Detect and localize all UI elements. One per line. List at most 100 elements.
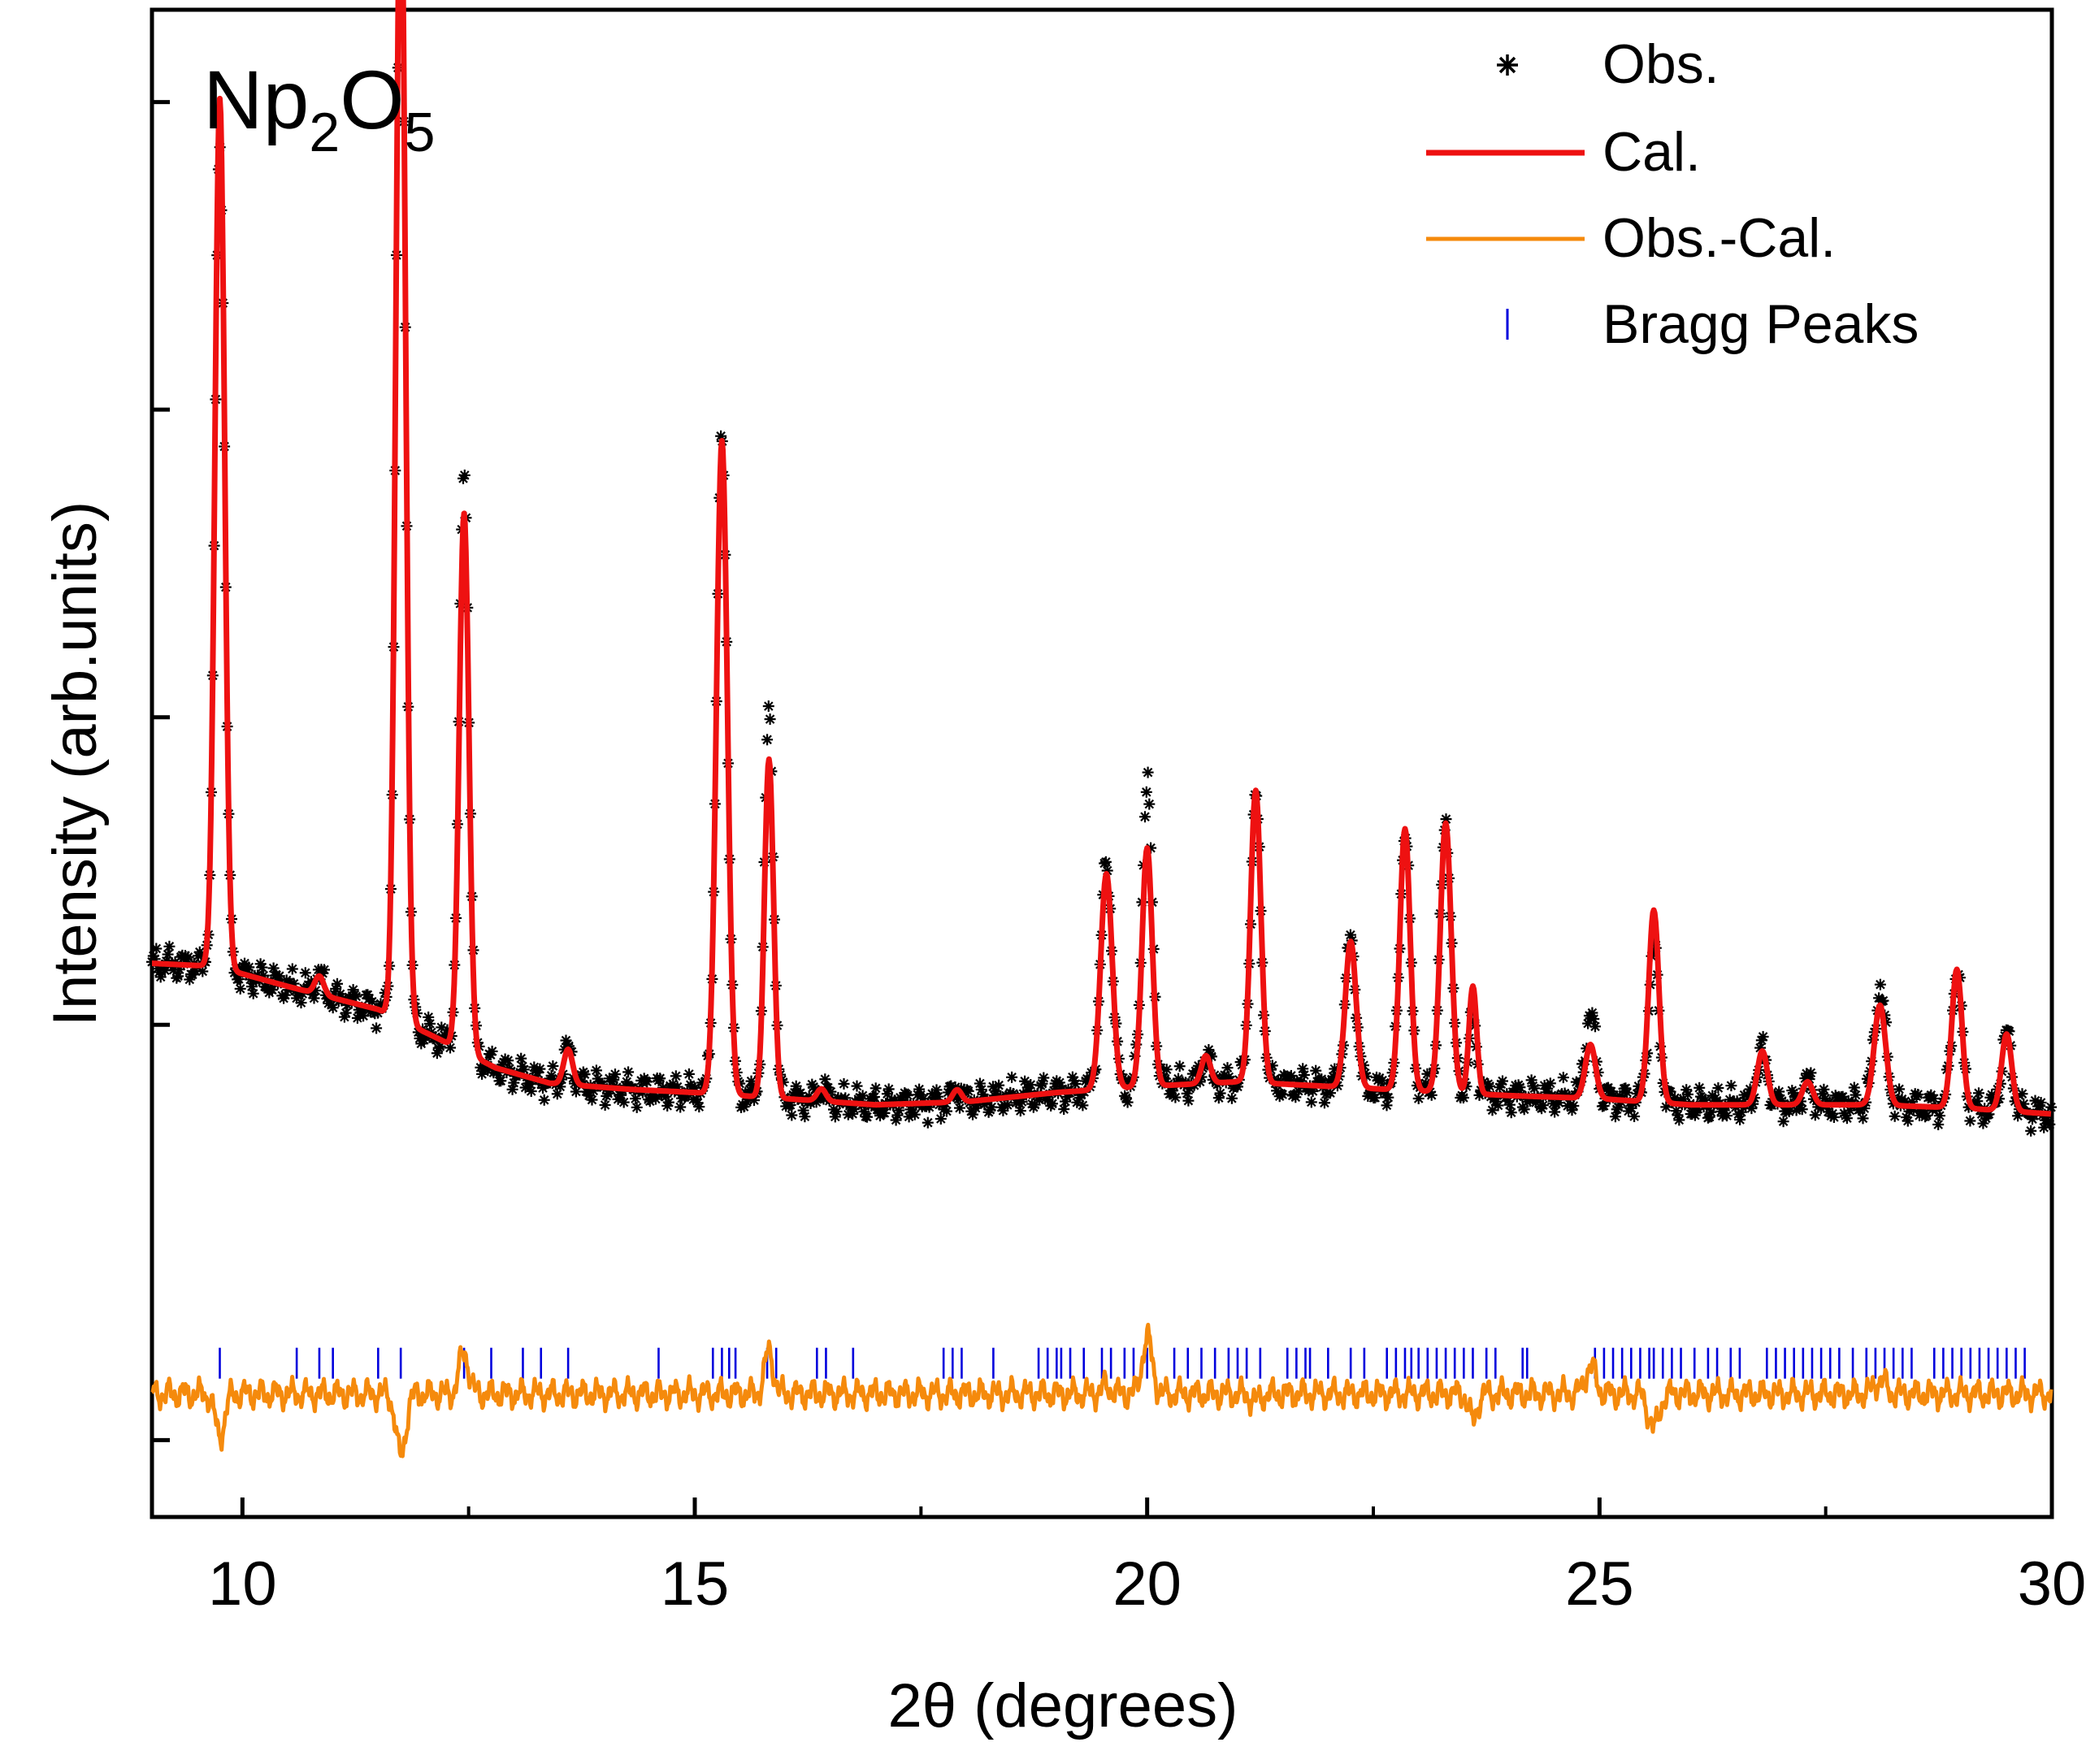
obs-point xyxy=(870,1082,882,1094)
obs-point xyxy=(954,1102,965,1114)
compound-label-base: Np xyxy=(203,54,309,146)
obs-point xyxy=(1857,1112,1869,1125)
obs-point xyxy=(1902,1115,1914,1127)
obs-point xyxy=(693,1101,705,1113)
x-axis-tick-labels: 10 15 20 25 30 xyxy=(208,1549,2086,1619)
legend-label-bragg: Bragg Peaks xyxy=(1602,293,1919,355)
obs-point xyxy=(1874,978,1886,990)
x-tick-label: 25 xyxy=(1565,1549,1634,1619)
obs-point xyxy=(883,1083,895,1095)
obs-point xyxy=(1497,1075,1508,1087)
obs-point xyxy=(1310,1064,1322,1077)
obs-point xyxy=(2025,1125,2037,1137)
obs-point xyxy=(641,1076,653,1088)
obs-point xyxy=(662,1096,674,1108)
obs-point xyxy=(424,1017,436,1029)
obs-point xyxy=(1099,856,1112,868)
obs-point xyxy=(154,971,167,983)
obs-point xyxy=(1568,1100,1580,1112)
obs-point xyxy=(1932,1119,1945,1130)
obs-point xyxy=(1160,1064,1173,1076)
obs-point xyxy=(2035,1097,2047,1108)
obs-point xyxy=(319,964,330,976)
obs-point xyxy=(495,1075,507,1087)
compound-label-sub2: 5 xyxy=(405,102,436,163)
obs-point xyxy=(1712,1082,1724,1094)
obs-point xyxy=(234,982,246,995)
obs-point xyxy=(930,1084,943,1096)
obs-point xyxy=(1964,1115,1976,1127)
obs-point xyxy=(1725,1080,1737,1092)
obs-point xyxy=(163,940,176,952)
obs-point xyxy=(1889,1110,1901,1122)
plot-frame xyxy=(150,7,2054,1519)
obs-point xyxy=(1828,1112,1840,1123)
obs-point xyxy=(525,1086,537,1097)
obs-point xyxy=(1025,1079,1037,1090)
obs-point xyxy=(1006,1071,1018,1083)
obs-point xyxy=(579,1068,591,1081)
obs-point xyxy=(1142,766,1154,778)
obs-point xyxy=(618,1096,630,1108)
obs-point xyxy=(761,734,774,746)
obs-point xyxy=(1757,1030,1769,1042)
obs-point xyxy=(1796,1103,1808,1116)
obs-point xyxy=(851,1080,863,1092)
obs-point xyxy=(1912,1089,1924,1100)
obs-point xyxy=(1973,1087,1984,1099)
obs-point xyxy=(1173,1060,1186,1073)
obs-point xyxy=(1777,1116,1789,1128)
obs-point xyxy=(861,1111,873,1123)
obs-point xyxy=(299,967,311,979)
obs-point xyxy=(1077,1099,1089,1112)
x-tick-label: 20 xyxy=(1112,1549,1182,1619)
obs-point xyxy=(150,943,163,955)
obs-point xyxy=(599,1099,611,1111)
obs-point xyxy=(922,1116,934,1129)
obs-point xyxy=(1318,1097,1330,1109)
obs-point xyxy=(1058,1103,1070,1116)
obs-point xyxy=(586,1094,598,1106)
obs-point xyxy=(1298,1069,1310,1081)
x-axis-ticks xyxy=(240,1497,2054,1517)
obs-point xyxy=(247,987,259,999)
compound-label-mid: O xyxy=(340,54,404,146)
obs-point xyxy=(868,1091,880,1103)
obs-point xyxy=(795,1087,806,1099)
obs-point xyxy=(340,1007,352,1019)
obs-point xyxy=(683,1068,695,1080)
obs-point xyxy=(162,948,174,960)
obs-point xyxy=(993,1079,1005,1091)
obs-point xyxy=(1038,1072,1050,1084)
obs-point xyxy=(506,1083,518,1095)
obs-point xyxy=(1047,1098,1058,1110)
legend-marker-obs xyxy=(1497,54,1518,76)
obs-point xyxy=(631,1101,643,1113)
obs-point xyxy=(901,1090,913,1102)
compound-label: Np2O5 xyxy=(203,54,435,163)
obs-point xyxy=(1221,1062,1234,1074)
obs-point xyxy=(332,977,343,990)
legend-label-diff: Obs.-Cal. xyxy=(1602,207,1836,269)
obs-point xyxy=(1694,1081,1706,1094)
obs-point xyxy=(819,1073,831,1086)
legend-label-cal: Cal. xyxy=(1602,121,1701,183)
obs-point xyxy=(445,1042,456,1054)
obs-point xyxy=(1589,1021,1601,1033)
obs-point xyxy=(1818,1083,1830,1095)
obs-point xyxy=(243,961,255,973)
obs-point xyxy=(1721,1110,1733,1122)
obs-point xyxy=(1682,1088,1694,1100)
obs-point xyxy=(1225,1092,1238,1104)
obs-point xyxy=(458,469,471,481)
obs-point xyxy=(654,1073,666,1085)
obs-point xyxy=(1140,786,1152,798)
obs-point xyxy=(197,965,209,977)
obs-point xyxy=(1933,1110,1945,1122)
obs-point xyxy=(534,1063,546,1075)
obs-point xyxy=(622,1066,635,1078)
obs-point xyxy=(786,1109,798,1121)
obs-point xyxy=(838,1077,850,1090)
compound-label-sub1: 2 xyxy=(309,102,340,163)
